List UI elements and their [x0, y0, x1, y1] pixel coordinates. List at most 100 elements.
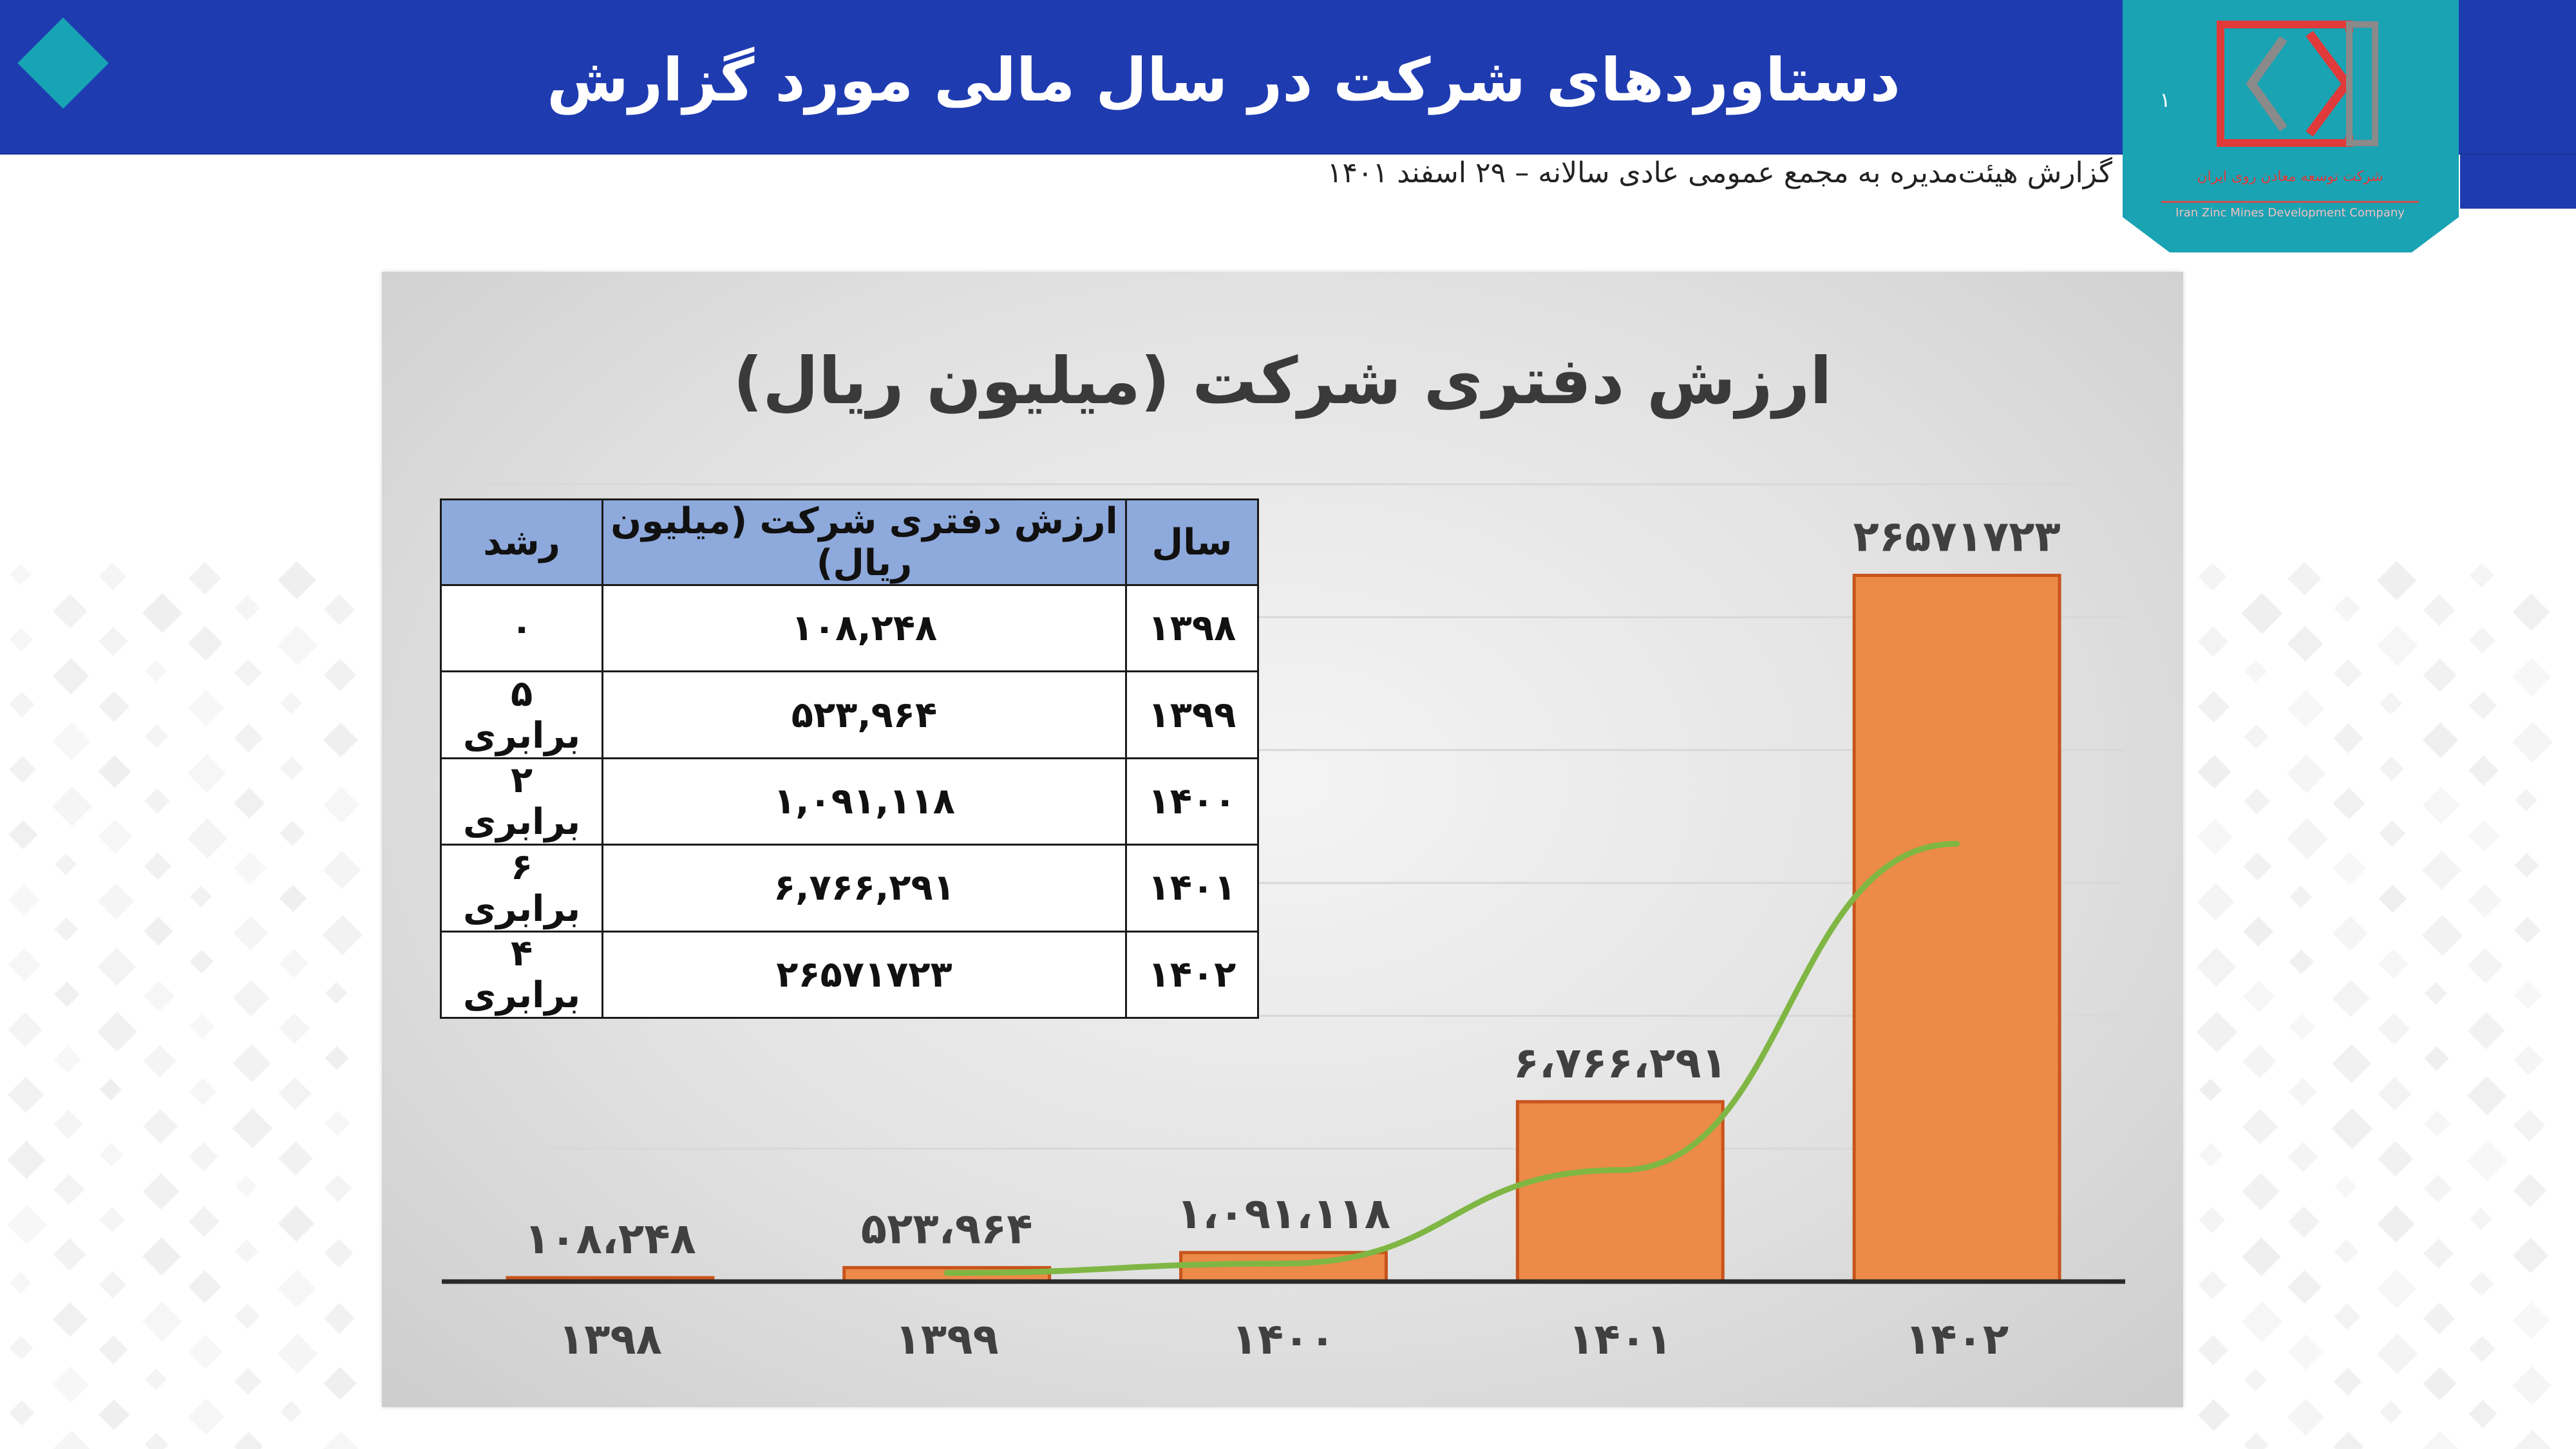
table-cell-year: ۱۴۰۱	[1124, 844, 1260, 933]
background-diamond	[2288, 1077, 2317, 1106]
background-diamond	[2197, 690, 2230, 723]
background-diamond	[2513, 1173, 2547, 1208]
background-diamond	[144, 1432, 169, 1449]
background-diamond	[2241, 592, 2283, 634]
background-diamond	[234, 1432, 263, 1449]
background-diamond	[2423, 658, 2457, 692]
company-logo-text-en: Iran Zinc Mines Development Company	[2175, 206, 2405, 220]
background-diamond	[53, 1173, 85, 1206]
background-diamond	[2198, 1335, 2228, 1365]
table-cell-value: ۱,۰۹۱,۱۱۸	[601, 757, 1127, 846]
background-diamond	[2514, 916, 2541, 944]
background-diamond	[280, 692, 302, 714]
subtitle-band	[1185, 155, 2138, 209]
background-diamond	[2287, 1270, 2322, 1304]
background-diamond	[278, 1269, 316, 1308]
x-tick-label: ۱۴۰۲	[1905, 1314, 2009, 1364]
chart-bar	[1515, 1100, 1725, 1283]
background-diamond	[98, 1399, 130, 1431]
background-diamond	[2512, 1366, 2552, 1405]
background-diamond	[233, 851, 267, 885]
background-diamond	[52, 1430, 91, 1449]
background-diamond	[99, 1335, 128, 1365]
background-diamond	[8, 948, 41, 981]
background-diamond	[2197, 755, 2231, 789]
background-diamond	[323, 723, 358, 757]
table-cell-value: ۶,۷۶۶,۲۹۱	[601, 844, 1127, 933]
background-diamond	[2289, 949, 2314, 974]
table-cell-value: ۲۶۵۷۱۷۲۳	[601, 930, 1127, 1019]
background-diamond	[2424, 1046, 2449, 1071]
background-diamond	[53, 1238, 86, 1271]
background-diamond	[2422, 786, 2460, 824]
background-diamond	[2468, 627, 2496, 654]
bar-chart: ۱۰۸،۲۴۸ ۱۳۹۸ ۵۲۳،۹۶۴ ۱۳۹۹ ۱،۰۹۱،۱۱۸ ۱۴۰۰ ۶،۷۶۶…	[442, 483, 2125, 1364]
background-diamond	[2198, 1271, 2227, 1300]
background-diamond	[323, 594, 355, 626]
background-diamond	[323, 1367, 357, 1400]
x-tick-label: ۱۴۰۱	[1568, 1314, 1672, 1364]
background-diamond	[6, 1204, 48, 1245]
background-diamond	[55, 853, 77, 875]
background-diamond	[9, 1400, 35, 1426]
background-diamond	[2289, 885, 2313, 909]
background-diamond	[2468, 1399, 2497, 1428]
table-row: ۱۴۰۲ ۲۶۵۷۱۷۲۳ ۴ برابری	[439, 930, 1260, 1019]
background-diamond	[2197, 819, 2233, 855]
data-label: ۲۶۵۷۱۷۲۳	[1853, 511, 2060, 561]
background-diamond	[8, 884, 40, 916]
background-diamond	[2198, 1206, 2226, 1234]
background-diamond	[2423, 1302, 2456, 1335]
background-diamond	[278, 1077, 312, 1110]
background-diamond	[10, 1272, 32, 1294]
background-diamond	[2469, 1271, 2494, 1296]
background-diamond	[2469, 1207, 2493, 1231]
background-diamond	[2242, 1108, 2278, 1145]
background-diamond	[2332, 1044, 2371, 1083]
background-diamond	[2514, 1045, 2544, 1075]
table-header-year: سال	[1124, 498, 1260, 586]
background-diamond	[97, 883, 135, 920]
table-cell-year: ۱۳۹۸	[1124, 583, 1260, 673]
background-diamond	[322, 914, 363, 956]
background-diamond	[232, 1044, 271, 1083]
table-cell-value: ۵۲۳,۹۶۴	[601, 670, 1127, 759]
background-diamond	[8, 820, 38, 849]
background-diamond	[2513, 1109, 2546, 1142]
background-diamond	[8, 755, 37, 784]
background-diamond	[325, 1110, 350, 1136]
background-diamond	[278, 1141, 313, 1176]
background-diamond	[2243, 788, 2271, 815]
background-diamond	[2423, 1110, 2451, 1137]
background-diamond	[2332, 915, 2369, 952]
background-diamond	[278, 1012, 310, 1045]
background-diamond	[2377, 561, 2416, 600]
background-diamond	[2468, 1335, 2496, 1363]
data-label: ۱،۰۹۱،۱۱۸	[1177, 1189, 1390, 1238]
background-diamond	[2242, 1045, 2277, 1079]
background-diamond	[279, 884, 307, 913]
table-header-value: ارزش دفتری شرکت (میلیون ریال)	[601, 498, 1127, 586]
background-diamond	[2243, 852, 2272, 881]
background-diamond	[10, 564, 32, 585]
background-diamond	[2379, 1400, 2403, 1424]
background-diamond	[2334, 1175, 2358, 1198]
background-diamond	[2333, 723, 2363, 753]
background-diamond	[142, 592, 183, 634]
background-diamond	[2422, 851, 2461, 890]
x-tick-label: ۱۳۹۹	[895, 1314, 999, 1364]
background-diamond	[323, 851, 361, 889]
background-diamond	[2244, 724, 2269, 749]
background-diamond	[2468, 819, 2501, 852]
background-diamond	[2198, 562, 2227, 591]
background-diamond	[52, 1366, 90, 1403]
background-diamond	[142, 1301, 183, 1342]
background-diamond	[52, 786, 93, 827]
background-diamond	[2242, 1237, 2281, 1276]
background-diamond	[2467, 1140, 2508, 1182]
background-diamond	[144, 852, 172, 880]
chart-panel: ارزش دفتری شرکت (میلیون ریال) ۱۰۸،۲۴۸ ۱۳۹…	[382, 272, 2183, 1407]
background-diamond	[2287, 1398, 2325, 1436]
background-diamond	[144, 788, 170, 814]
background-diamond	[278, 561, 316, 600]
